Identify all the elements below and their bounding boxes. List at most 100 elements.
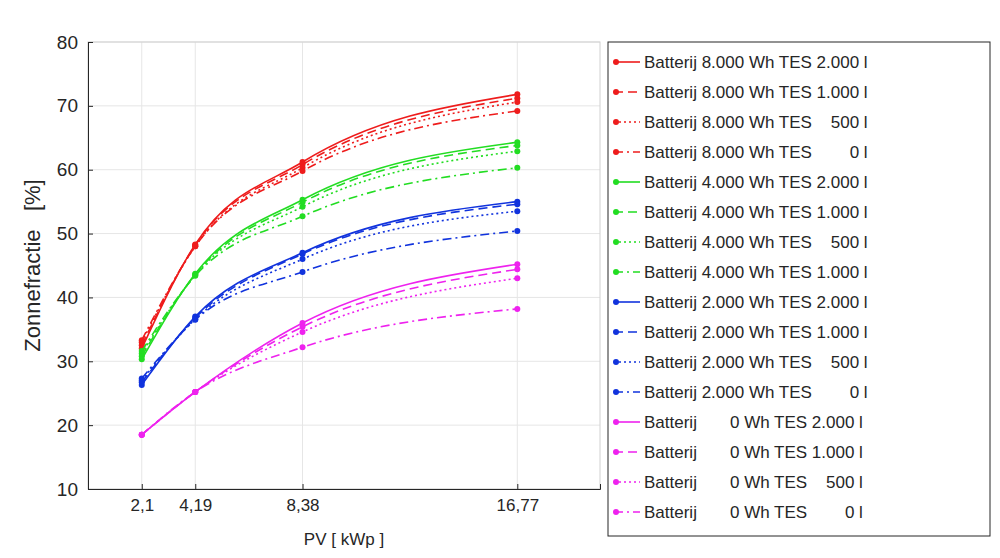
series-marker (514, 99, 520, 105)
series-marker (192, 389, 198, 395)
grid-line (88, 361, 600, 362)
legend-label: Batterij 8.000 Wh TES 2.000 l (644, 53, 868, 72)
y-tick-mark (88, 297, 93, 298)
series-marker (139, 348, 145, 354)
legend-marker (613, 509, 619, 515)
series (139, 306, 521, 438)
legend-marker (613, 299, 619, 305)
legend-marker (613, 359, 619, 365)
y-tick-mark (88, 106, 93, 107)
x-tick-mark (142, 484, 143, 489)
y-tick: 80 (57, 32, 93, 53)
legend-label: Batterij 4.000 Wh TES 1.000 l (644, 263, 868, 282)
y-tick-label: 50 (57, 223, 78, 244)
series-marker (139, 432, 145, 438)
series-line (142, 264, 518, 434)
series-marker (300, 204, 306, 210)
y-tick: 10 (57, 479, 93, 500)
legend-label: Batterij 8.000 Wh TES 500 l (644, 113, 868, 132)
series-line (142, 309, 518, 435)
series (139, 208, 521, 383)
y-tick: 40 (57, 287, 93, 308)
legend: Batterij 8.000 Wh TES 2.000 l Batterij 8.… (608, 42, 990, 536)
series-marker (514, 275, 520, 281)
series-marker (139, 432, 145, 438)
x-tick-label: 2,1 (130, 496, 154, 515)
series-marker (300, 168, 306, 174)
x-tick-mark (303, 484, 304, 489)
series (139, 139, 521, 362)
series (139, 228, 521, 382)
x-tick-label: 16,77 (497, 496, 540, 515)
grid-line (88, 105, 600, 106)
legend-marker (613, 179, 619, 185)
y-tick: 30 (57, 351, 93, 372)
series-marker (139, 337, 145, 343)
series-line (142, 102, 518, 342)
series-marker (300, 269, 306, 275)
series-line (142, 145, 518, 356)
series-marker (514, 165, 520, 171)
grid (88, 42, 600, 489)
legend-label: Batterij 4.000 Wh TES 2.000 l (644, 173, 868, 192)
grid-line (88, 169, 600, 170)
y-tick: 20 (57, 415, 93, 436)
x-tick: 4,19 (179, 484, 212, 515)
series-marker (514, 108, 520, 114)
x-tick: 2,1 (130, 484, 154, 515)
series (139, 148, 521, 356)
legend-label: Batterij 0 Wh TES 0 l (644, 503, 863, 522)
grid-line (88, 233, 600, 234)
x-tick-label: 8,38 (286, 496, 319, 515)
y-tick-label: 30 (57, 351, 78, 372)
series-marker (300, 324, 306, 330)
legend-label: Batterij 0 Wh TES 500 l (644, 473, 863, 492)
series-marker (514, 208, 520, 214)
series (139, 91, 521, 351)
series-line (142, 204, 518, 382)
series-marker (514, 266, 520, 272)
y-tick: 70 (57, 95, 93, 116)
y-tick-label: 10 (57, 479, 78, 500)
y-tick: 50 (57, 223, 93, 244)
x-axis-title: PV [ kWp ] (304, 530, 384, 549)
series (139, 275, 521, 437)
series-line (142, 202, 518, 385)
legend-marker (613, 479, 619, 485)
series-line (142, 231, 518, 379)
legend-label: Batterij 2.000 Wh TES 2.000 l (644, 293, 868, 312)
series-line (142, 211, 518, 380)
series (139, 165, 521, 354)
series-marker (192, 243, 198, 249)
x-tick: 8,38 (286, 484, 319, 515)
x-axis: 2,1 4,19 8,38 16,77 (89, 484, 601, 515)
legend-marker (613, 119, 619, 125)
legend-marker (613, 149, 619, 155)
y-axis-line (89, 43, 94, 490)
series-marker (300, 251, 306, 257)
y-tick-mark (88, 234, 93, 235)
grid-line (141, 42, 142, 489)
series (139, 266, 521, 437)
series (139, 261, 521, 437)
y-tick-label: 20 (57, 415, 78, 436)
series-marker (192, 243, 198, 249)
series-marker (300, 213, 306, 219)
legend-label: Batterij 4.000 Wh TES 500 l (644, 233, 868, 252)
legend-box (608, 42, 990, 536)
series-line (142, 98, 518, 345)
y-tick-mark (88, 361, 93, 362)
series-marker (192, 317, 198, 323)
series-line (142, 278, 518, 434)
series-marker (300, 344, 306, 350)
x-tick-mark (517, 484, 518, 489)
plot-frame (88, 42, 600, 489)
y-tick-mark (88, 42, 93, 43)
legend-marker (613, 209, 619, 215)
series (139, 99, 521, 345)
series (139, 108, 521, 343)
legend-marker (613, 59, 619, 65)
y-axis: 10 20 30 40 50 60 70 80 (57, 32, 93, 500)
legend-marker (613, 449, 619, 455)
y-tick: 60 (57, 159, 93, 180)
